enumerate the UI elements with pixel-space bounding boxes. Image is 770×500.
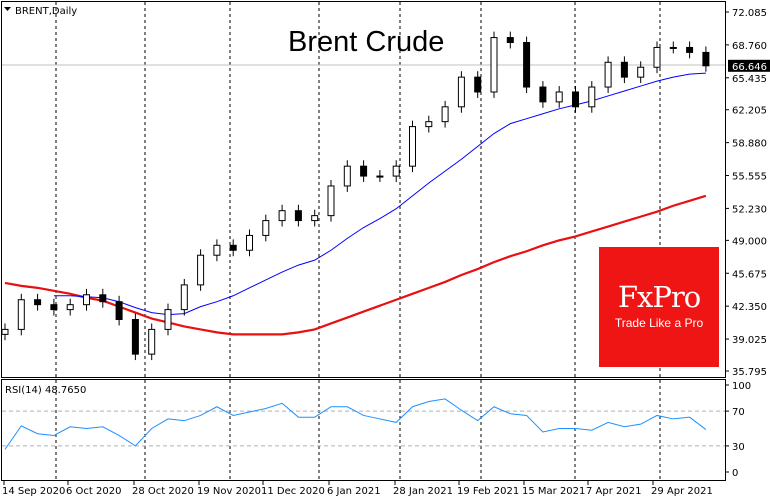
candle: [604, 61, 612, 88]
candle: [164, 309, 172, 330]
candle: [17, 299, 25, 330]
candle: [637, 66, 645, 78]
candle: [409, 126, 416, 167]
candle: [1, 328, 9, 335]
price-tick-label: 52.230: [732, 204, 767, 215]
price-tick-label: 68.760: [732, 41, 767, 52]
candle: [669, 46, 677, 49]
date-tick-label: 28 Oct 2020: [132, 486, 194, 497]
candle: [441, 106, 449, 123]
price-tick-label: 42.350: [732, 302, 767, 313]
date-tick-label: 6 Oct 2020: [66, 486, 121, 497]
rsi-line: [4, 398, 707, 450]
date-tick-label: 19 Nov 2020: [197, 486, 261, 497]
candle: [34, 299, 42, 306]
candle: [311, 215, 319, 222]
rsi-tick-label: 70: [732, 407, 745, 418]
candle: [490, 37, 498, 93]
candle: [278, 210, 286, 222]
current-price-label: 66.646: [732, 62, 767, 73]
chart-title: Brent Crude: [288, 26, 444, 58]
fxpro-logo: FxPro Trade Like a Pro: [599, 247, 719, 367]
collapse-triangle-icon[interactable]: [4, 7, 11, 11]
date-tick-label: 11 Dec 2020: [261, 486, 325, 497]
candle: [131, 319, 139, 355]
rsi-label: RSI(14) 48.7650: [5, 385, 86, 396]
rsi-tick-label: 100: [732, 381, 751, 392]
candle: [115, 301, 123, 321]
logo-brand: FxPro: [617, 280, 701, 314]
date-tick-label: 15 Mar 2021: [522, 486, 585, 497]
symbol-label: BRENT,Daily: [15, 6, 77, 17]
candle: [702, 51, 710, 67]
price-tick-label: 62.205: [732, 106, 767, 117]
price-tick-label: 65.435: [732, 74, 767, 85]
candle: [262, 220, 270, 236]
candle: [246, 234, 253, 251]
price-tick-label: 72.085: [732, 8, 767, 19]
rsi-panel: [1, 379, 726, 481]
current-price-tag: [728, 59, 770, 72]
candle: [620, 61, 628, 78]
candle: [523, 42, 531, 88]
candle: [376, 175, 384, 178]
price-tick-label: 45.675: [732, 269, 767, 280]
date-tick-label: 28 Jan 2021: [393, 486, 453, 497]
candle: [66, 304, 74, 311]
candle: [457, 76, 465, 108]
date-tick-label: 6 Jan 2021: [327, 486, 381, 497]
candle: [180, 284, 188, 311]
rsi-tick-label: 0: [732, 468, 738, 479]
candle: [99, 294, 107, 303]
candle: [392, 165, 400, 177]
candle: [539, 86, 547, 103]
candle: [506, 37, 514, 44]
candle: [555, 91, 563, 103]
ma50-line: [53, 72, 706, 316]
candle: [686, 46, 694, 53]
candle: [294, 210, 302, 222]
date-tick-label: 29 Apr 2021: [651, 486, 713, 497]
candle: [425, 121, 433, 128]
candle: [229, 244, 237, 251]
date-tick-label: 19 Feb 2021: [457, 486, 519, 497]
candle: [327, 185, 335, 217]
logo-tagline: Trade Like a Pro: [614, 316, 704, 330]
candle: [343, 165, 351, 187]
price-tick-label: 58.880: [732, 139, 767, 150]
candle: [588, 86, 596, 108]
candle: [197, 254, 205, 286]
candle: [213, 244, 221, 256]
candle: [360, 165, 368, 177]
price-tick-label: 49.000: [732, 236, 767, 247]
candle: [572, 91, 579, 108]
candle: [50, 304, 58, 311]
date-tick-label: 14 Sep 2020: [2, 486, 65, 497]
price-tick-label: 39.025: [732, 335, 767, 346]
date-tick-label: 7 Apr 2021: [586, 486, 641, 497]
candle: [653, 46, 661, 68]
price-tick-label: 35.795: [732, 367, 767, 378]
candle: [474, 76, 482, 93]
candle: [148, 328, 156, 355]
price-panel: [1, 1, 726, 378]
rsi-tick-label: 30: [732, 442, 745, 453]
price-tick-label: 55.555: [732, 172, 767, 183]
candle: [83, 294, 90, 306]
